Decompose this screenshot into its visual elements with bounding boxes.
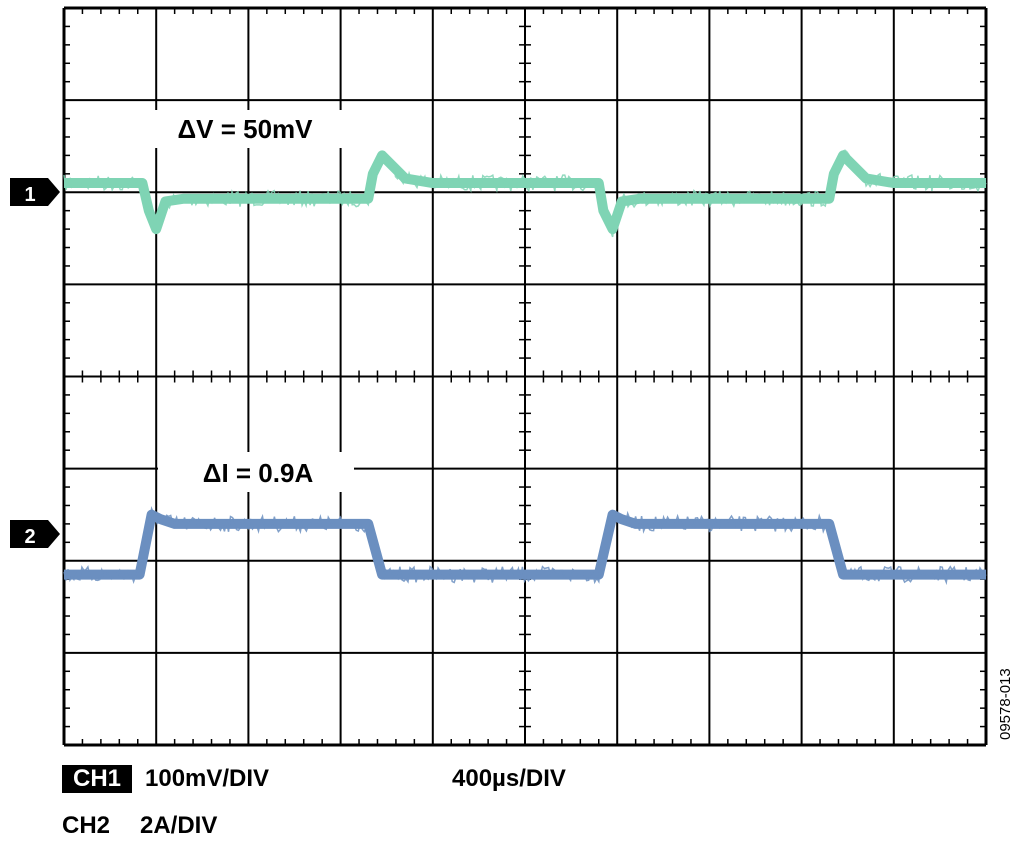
ch1-marker-label: 1 (24, 184, 35, 206)
annotation-di: ΔI = 0.9A (203, 458, 314, 488)
trace-noise-ch2 (63, 505, 987, 586)
ch2-marker-label: 2 (24, 526, 35, 548)
ch2-scale: 2A/DIV (140, 812, 218, 839)
ch1-label: CH1 (62, 765, 132, 793)
annotations: ΔV = 50mV ΔI = 0.9A (145, 110, 354, 492)
ch2-ground-marker: 2 (10, 520, 60, 548)
figure-id: 09578-013 (997, 668, 1014, 740)
ch2-label: CH2 (62, 812, 111, 839)
annotation-dv-bg (145, 110, 345, 148)
trace-noise-ch1 (63, 149, 987, 238)
annotation-di-bg (158, 452, 354, 492)
traces (63, 149, 987, 586)
ch1-scale: 100mV/DIV (145, 765, 270, 792)
channel-markers: 1 2 (10, 178, 60, 548)
timebase: 400µs/DIV (452, 765, 566, 792)
annotation-dv: ΔV = 50mV (177, 114, 313, 144)
ch1-ground-marker: 1 (10, 178, 60, 206)
